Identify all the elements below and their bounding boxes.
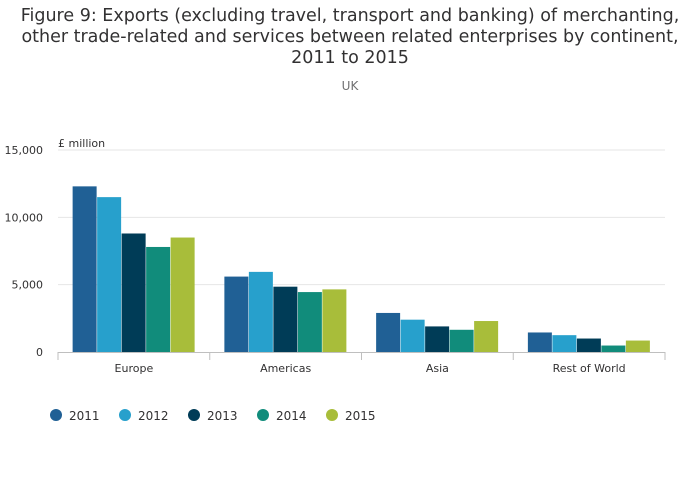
bars: [72, 186, 650, 352]
x-axis: Europe Americas Asia Rest of World: [57, 352, 666, 375]
bar: [625, 340, 650, 352]
bar: [146, 246, 171, 352]
bar: [527, 332, 552, 352]
chart-title: Figure 9: Exports (excluding travel, tra…: [0, 6, 700, 69]
bar: [474, 321, 499, 352]
legend-marker: [50, 409, 62, 421]
legend-label: 2012: [138, 409, 169, 423]
bar: [376, 312, 401, 352]
bar: [170, 237, 195, 352]
bar: [121, 233, 146, 352]
bar: [322, 289, 347, 352]
chart-title-line: other trade-related and services between…: [21, 27, 679, 47]
legend-label: 2014: [276, 409, 307, 423]
legend-marker: [326, 409, 338, 421]
legend-label: 2013: [207, 409, 238, 423]
bar: [97, 197, 122, 352]
x-tick-label: Rest of World: [553, 362, 626, 375]
y-tick-label: 5,000: [12, 279, 44, 292]
y-tick-label: 10,000: [5, 211, 44, 224]
bar: [449, 329, 474, 352]
bar: [273, 286, 298, 352]
bar: [248, 271, 273, 352]
bar: [576, 338, 601, 352]
chart-title-line: Figure 9: Exports (excluding travel, tra…: [20, 6, 680, 26]
legend-label: 2015: [345, 409, 376, 423]
legend-marker: [188, 409, 200, 421]
bar: [601, 345, 626, 352]
bar: [297, 292, 322, 352]
x-tick-label: Europe: [115, 362, 154, 375]
y-axis-ticks: 0 5,000 10,000 15,000: [5, 144, 44, 359]
y-tick-label: 0: [36, 346, 43, 359]
chart-subtitle: UK: [341, 79, 359, 93]
y-axis-label: £ million: [58, 137, 105, 150]
legend-marker: [257, 409, 269, 421]
x-tick-label: Americas: [260, 362, 311, 375]
bar: [425, 326, 450, 352]
bar: [400, 319, 425, 352]
legend: 2011 2012 2013 2014 2015: [50, 409, 376, 423]
legend-label: 2011: [69, 409, 100, 423]
y-tick-label: 15,000: [5, 144, 44, 157]
x-tick-label: Asia: [426, 362, 449, 375]
bar: [552, 335, 577, 352]
bar: [224, 276, 249, 352]
bar: [72, 186, 97, 352]
legend-marker: [119, 409, 131, 421]
chart-title-line: 2011 to 2015: [291, 48, 409, 68]
